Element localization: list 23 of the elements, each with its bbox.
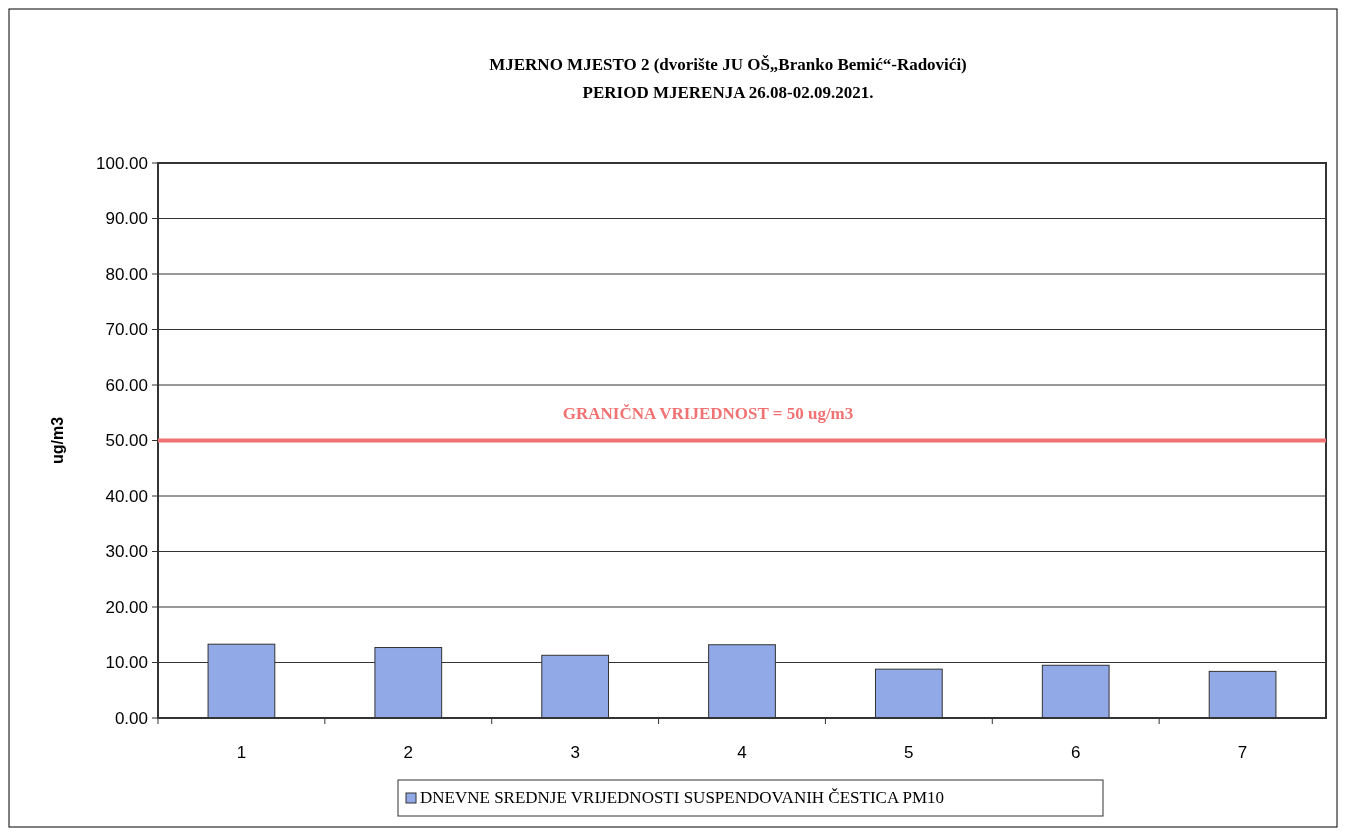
y-tick-label: 20.00 <box>105 597 148 617</box>
y-tick-label: 10.00 <box>105 653 148 673</box>
y-tick-label: 30.00 <box>105 542 148 562</box>
ref-line-label: GRANIČNA VRIJEDNOST = 50 ug/m3 <box>562 403 854 423</box>
y-tick-label: 0.00 <box>114 708 148 728</box>
chart-subtitle: PERIOD MJERENJA 26.08-02.09.2021. <box>582 83 874 102</box>
y-tick-label: 70.00 <box>105 320 148 340</box>
x-tick-label: 1 <box>236 743 247 762</box>
y-axis-title: ug/m3 <box>49 416 66 465</box>
y-tick-label: 80.00 <box>105 264 148 284</box>
x-tick-label: 5 <box>904 743 914 762</box>
y-tick-label: 100.00 <box>96 153 148 173</box>
x-tick-label: 2 <box>403 743 414 762</box>
x-tick-label: 7 <box>1237 743 1248 762</box>
y-tick-label: 60.00 <box>105 375 148 395</box>
x-tick-label: 3 <box>570 743 580 762</box>
y-tick-label: 50.00 <box>105 431 148 451</box>
chart-title: MJERNO MJESTO 2 (dvorište JU OŠ„Branko Bemić“-Radovići) <box>489 55 967 74</box>
y-tick-label: 40.00 <box>105 486 148 506</box>
legend-label: DNEVNE SREDNJE VRIJEDNOSTI SUSPENDOVANIH ČESTICA PM10 <box>420 788 945 807</box>
y-tick-label: 90.00 <box>105 209 148 229</box>
x-tick-label: 6 <box>1070 743 1081 762</box>
x-tick-label: 4 <box>737 743 747 762</box>
